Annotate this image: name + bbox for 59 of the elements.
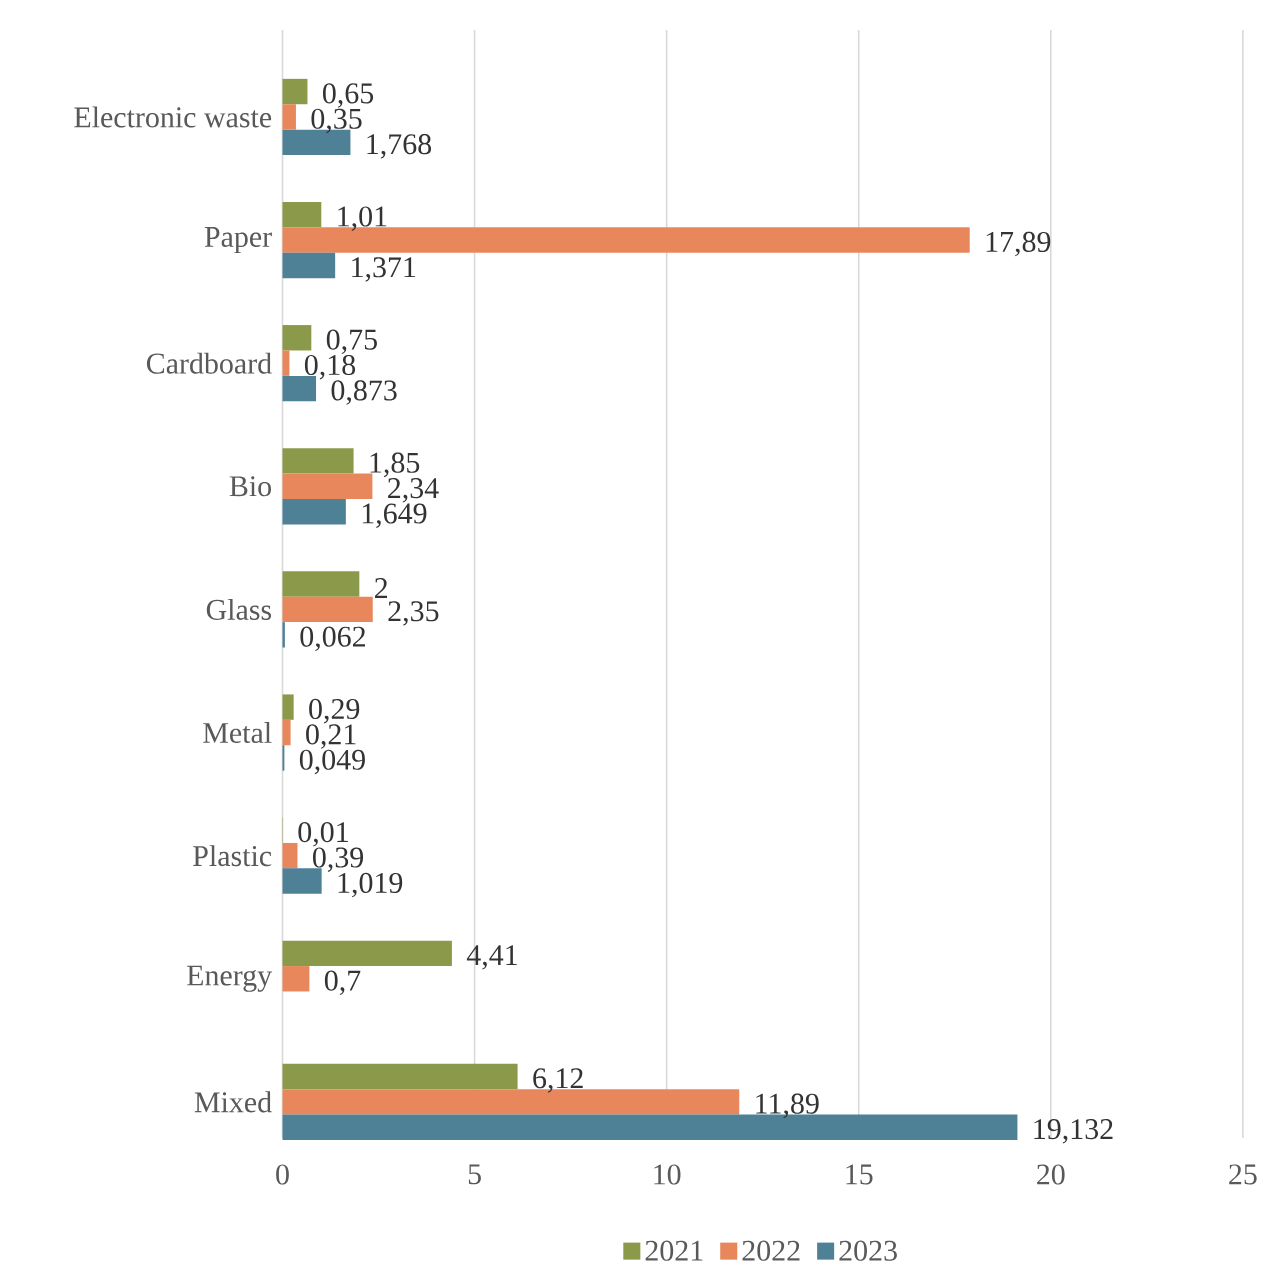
x-tick-label: 15 [846,1164,873,1185]
x-tick-label: 5 [468,1164,482,1185]
x-tick-label: 25 [1229,1164,1257,1185]
bar [282,940,453,967]
y-tick-label: Paper [204,227,272,254]
data-label: 11,89 [756,1093,819,1119]
bar [282,252,336,279]
bar [282,694,294,720]
data-label: 0,65 [323,83,374,108]
y-tick-label: Metal [203,722,272,744]
bar [282,966,310,992]
y-tick-label: Mixed [194,1091,272,1113]
data-label: 1,019 [338,872,403,898]
bar [282,448,354,474]
y-tick-label: Plastic [193,845,272,867]
data-label: 6,12 [533,1068,583,1093]
data-label: 0,049 [300,749,366,775]
data-label: 4,41 [466,945,518,970]
data-label: 0,75 [326,329,378,355]
x-tick-label: 10 [654,1164,681,1185]
legend-label: 2023 [839,1240,897,1261]
y-tick-label: Glass [206,598,272,620]
data-label: 0,062 [300,626,366,652]
y-tick-label: Electronic waste [74,106,272,128]
bar [282,325,312,351]
data-label: 0,18 [305,354,356,380]
data-label: 0,01 [298,821,348,847]
bar [282,104,297,130]
bar [282,571,360,597]
legend-label: 2021 [645,1240,703,1261]
bar [282,842,298,869]
data-label: 0,29 [309,698,360,724]
bar [282,596,373,623]
data-label: 1,85 [370,452,420,478]
data-label: 1,768 [367,134,432,159]
data-label: 1,371 [352,257,416,282]
data-label: 0,7 [325,970,361,996]
data-label: 1,649 [362,503,427,528]
bar [282,1063,518,1090]
bar [282,78,308,105]
data-label: 2,35 [388,601,439,626]
y-tick-label: Cardboard [147,352,272,374]
bar [282,719,291,746]
data-label: 0,35 [311,108,362,134]
y-tick-label: Bio [229,476,272,497]
data-label: 1,01 [338,206,387,231]
data-label: 0,21 [306,724,356,749]
y-tick-label: Energy [187,965,273,992]
data-label: 17,89 [986,231,1051,257]
x-tick-label: 20 [1037,1164,1065,1185]
bar [282,201,322,228]
legend-label: 2022 [742,1240,800,1261]
x-tick-label: 0 [276,1164,289,1185]
data-label: 0,39 [313,847,364,872]
data-label: 19,132 [1034,1119,1113,1144]
data-label: 0,873 [331,380,397,405]
data-label: 2,34 [388,478,439,503]
bar [282,499,346,525]
data-label: 2 [375,578,388,598]
